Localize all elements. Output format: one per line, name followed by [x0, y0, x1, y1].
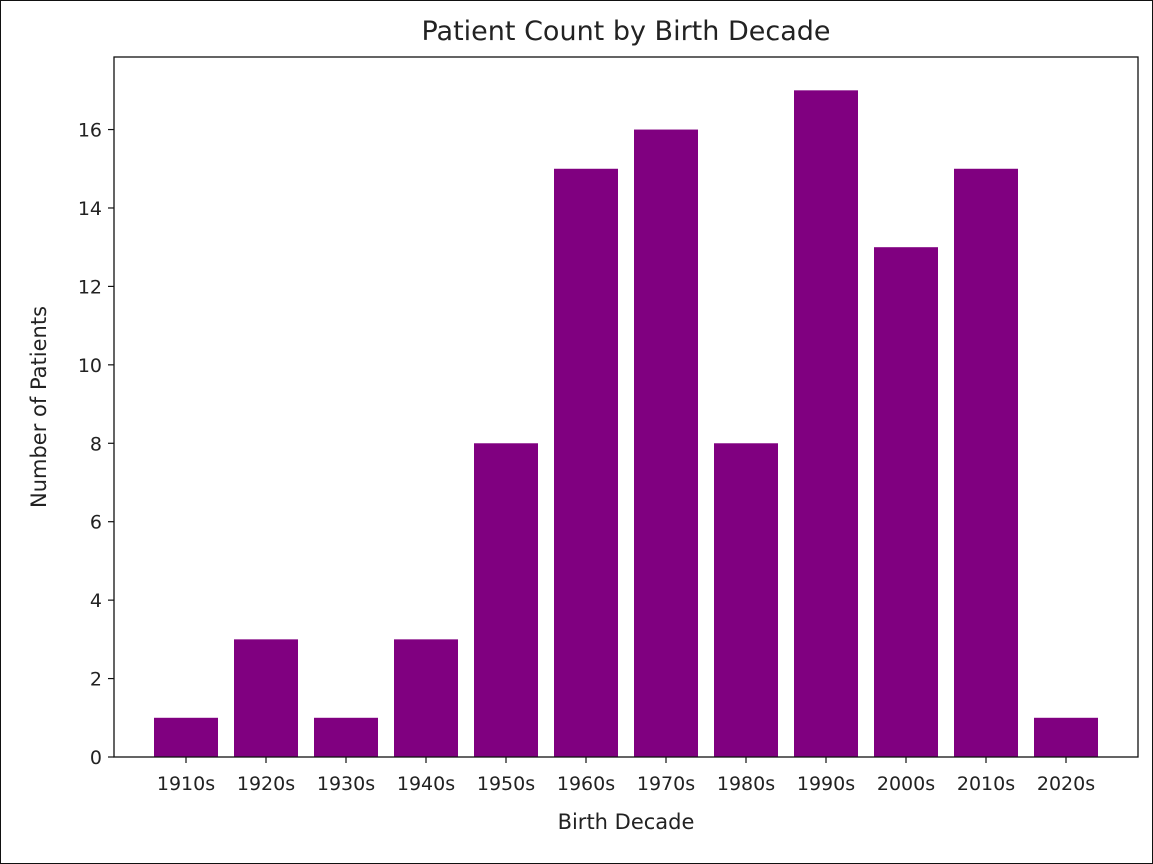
- bar-1950s: [474, 443, 538, 757]
- y-tick-label: 4: [90, 590, 102, 612]
- chart-title: Patient Count by Birth Decade: [421, 16, 830, 47]
- x-tick-label: 1970s: [637, 773, 695, 795]
- bar-2020s: [1034, 717, 1098, 757]
- x-tick-label: 1980s: [717, 773, 775, 795]
- x-tick-label: 1920s: [237, 773, 295, 795]
- x-axis: 1910s 1920s 1930s 1940s 1950s 1960s 1970s 1980s…: [157, 757, 1095, 795]
- y-tick-label: 2: [90, 669, 102, 691]
- y-axis: 0 2 4 6 8 10 12 14 16: [78, 120, 114, 769]
- bar-group: [154, 90, 1098, 758]
- x-axis-label: Birth Decade: [558, 810, 695, 834]
- bar-1980s: [714, 443, 778, 757]
- x-tick-label: 2000s: [877, 773, 935, 795]
- plot-area-frame: [113, 56, 1139, 758]
- x-tick-label: 1990s: [797, 773, 855, 795]
- x-tick-label: 1950s: [477, 773, 535, 795]
- x-tick-label: 1960s: [557, 773, 615, 795]
- x-tick-label: 1940s: [397, 773, 455, 795]
- bar-2000s: [874, 247, 938, 757]
- x-tick-label: 2020s: [1037, 773, 1095, 795]
- x-tick-label: 1910s: [157, 773, 215, 795]
- bar-2010s: [954, 168, 1018, 757]
- y-tick-label: 0: [90, 747, 102, 769]
- bar-1930s: [314, 717, 378, 757]
- bar-1910s: [154, 717, 218, 757]
- y-tick-label: 6: [90, 512, 102, 534]
- bar-1940s: [394, 639, 458, 757]
- y-tick-label: 14: [78, 198, 102, 220]
- x-tick-label: 2010s: [957, 773, 1015, 795]
- y-tick-label: 16: [78, 120, 102, 142]
- bar-1920s: [234, 639, 298, 757]
- y-tick-label: 8: [90, 433, 102, 455]
- bar-1970s: [634, 129, 698, 758]
- y-tick-label: 12: [78, 276, 102, 298]
- y-tick-label: 10: [78, 355, 102, 377]
- bar-1990s: [794, 90, 858, 758]
- bar-1960s: [554, 168, 618, 757]
- y-axis-label: Number of Patients: [27, 306, 51, 508]
- x-tick-label: 1930s: [317, 773, 375, 795]
